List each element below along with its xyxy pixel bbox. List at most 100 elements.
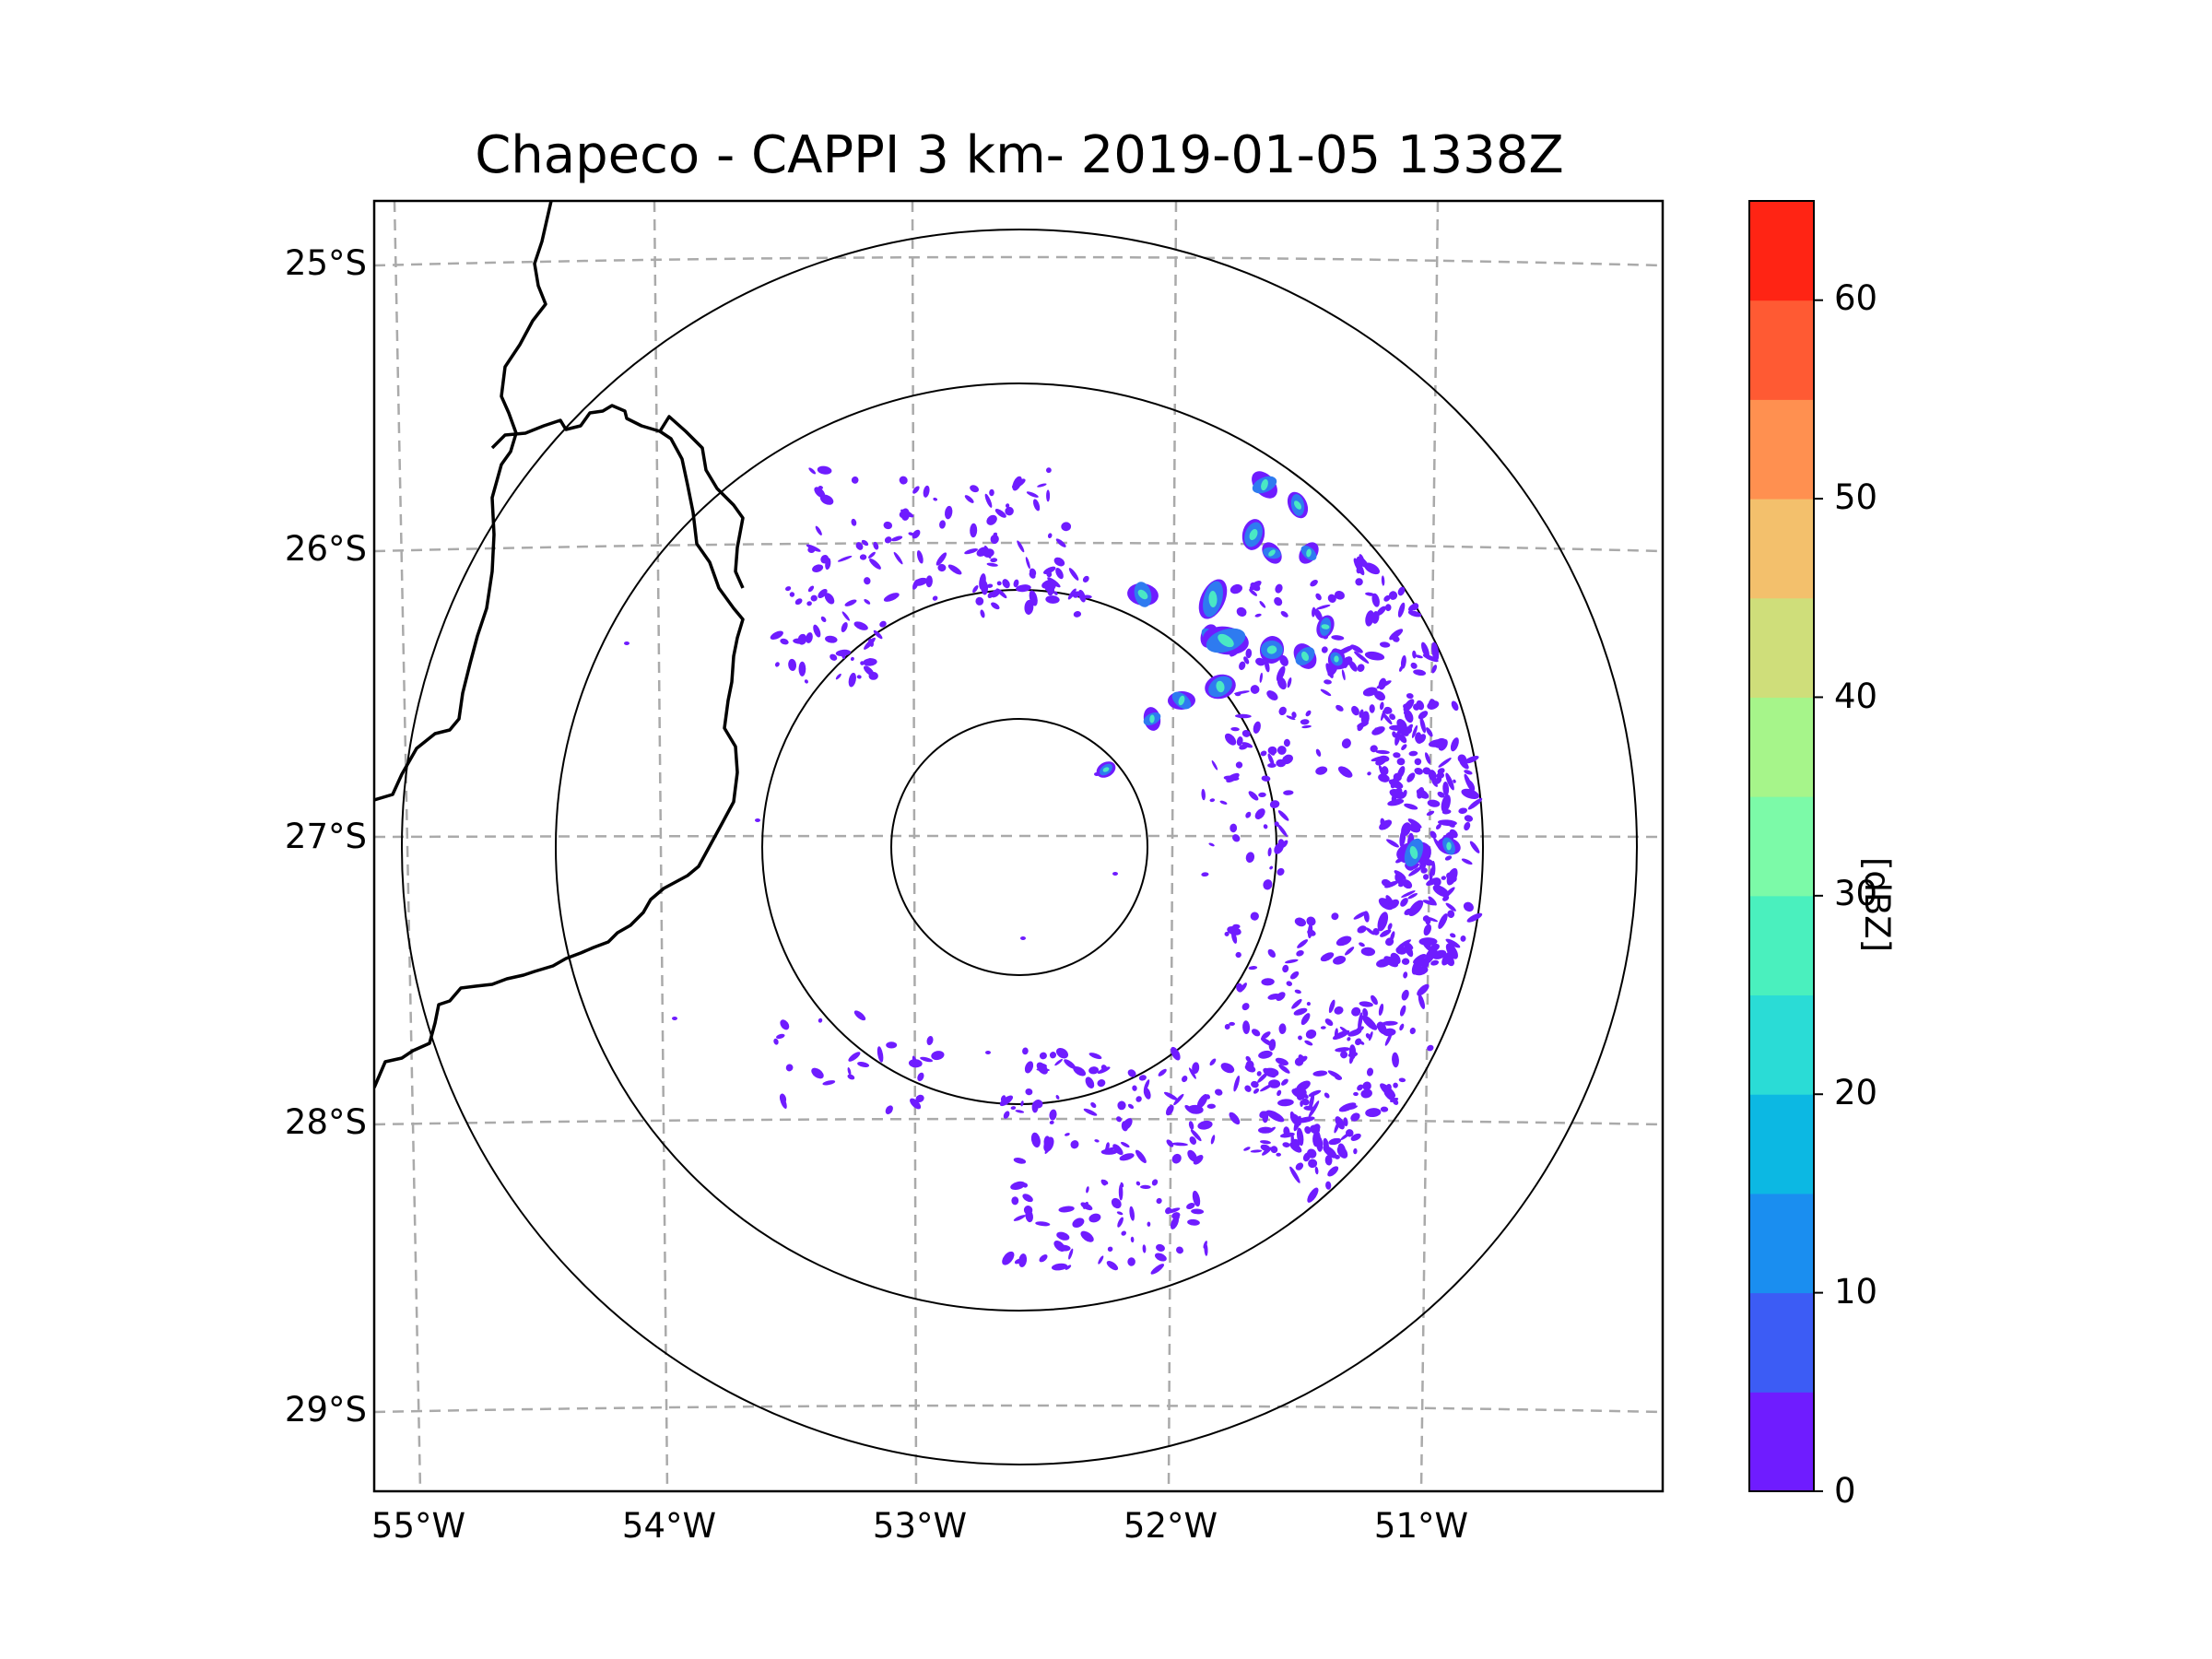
radar-echo — [1335, 1116, 1345, 1130]
radar-echo — [1192, 1062, 1200, 1075]
radar-echo — [1037, 483, 1047, 488]
radar-echo — [1384, 604, 1392, 612]
radar-echo — [1047, 533, 1053, 539]
radar-echo — [1282, 1142, 1290, 1147]
radar-echo — [1424, 947, 1437, 964]
radar-echo — [1270, 751, 1276, 756]
radar-echo — [788, 658, 797, 671]
radar-echo — [1232, 924, 1241, 929]
radar-echo — [1320, 688, 1332, 697]
radar-echo — [1362, 1081, 1371, 1091]
radar-echo — [1384, 1033, 1393, 1046]
radar-echo — [1043, 1136, 1054, 1152]
radar-echo — [1403, 971, 1408, 979]
radar-echo — [1117, 1100, 1126, 1111]
radar-echo — [1419, 717, 1427, 734]
radar-echo — [1224, 733, 1237, 746]
radar-echo — [926, 1035, 934, 1046]
radar-echo — [1409, 1027, 1416, 1035]
radar-echo — [1258, 1126, 1273, 1134]
radar-echo — [856, 675, 862, 679]
radar-echo — [1427, 1044, 1434, 1052]
radar-echo — [1260, 1084, 1273, 1092]
radar-echo — [864, 599, 871, 605]
radar-echo — [1406, 772, 1416, 782]
meridian-52w — [1167, 201, 1178, 1491]
radar-echo — [1100, 1179, 1107, 1186]
radar-echo — [1245, 852, 1255, 864]
radar-echo — [1313, 1124, 1321, 1131]
radar-echo — [1241, 742, 1253, 748]
radar-echo — [1405, 941, 1414, 950]
radar-echo — [1013, 1158, 1027, 1164]
radar-echo — [1427, 799, 1441, 807]
radar-echo — [1259, 1111, 1266, 1119]
radar-echo — [1291, 712, 1297, 719]
radar-echo — [813, 624, 821, 638]
radar-echo — [1414, 767, 1423, 775]
colorbar-band — [1749, 994, 1814, 1095]
radar-echo — [1464, 770, 1473, 775]
radar-echo — [1201, 872, 1209, 877]
radar-echo — [1430, 830, 1437, 839]
radar-echo — [806, 544, 821, 552]
radar-echo — [1408, 823, 1421, 833]
radar-echo — [1086, 1186, 1089, 1194]
radar-echo — [1235, 761, 1243, 769]
radar-echo — [945, 505, 953, 520]
radar-echo — [1154, 1253, 1167, 1262]
radar-echo — [1360, 947, 1376, 957]
radar-echo — [1277, 677, 1287, 690]
radar-echo — [1230, 583, 1243, 594]
radar-echo — [868, 551, 876, 559]
radar-echo — [1186, 1203, 1195, 1209]
radar-echo — [1129, 1206, 1135, 1221]
map-frame — [372, 199, 1665, 1493]
radar-echo — [1359, 554, 1365, 567]
radar-echo — [1112, 1144, 1124, 1156]
radar-echo — [1334, 1006, 1344, 1015]
radar-echo — [1088, 1066, 1100, 1075]
radar-echo — [975, 596, 984, 606]
radar-echo — [851, 477, 859, 484]
radar-echo — [1049, 1109, 1057, 1121]
radar-echo — [1010, 1106, 1017, 1111]
radar-echo — [1334, 591, 1346, 600]
radar-echo — [847, 1074, 855, 1080]
radar-echo — [1389, 713, 1396, 721]
radar-echo — [1312, 606, 1316, 618]
border-brazil-argentina — [374, 404, 745, 1088]
radar-echo — [1411, 958, 1422, 975]
radar-echo — [1036, 1062, 1048, 1075]
radar-echo — [1315, 593, 1322, 601]
radar-echo — [1418, 734, 1427, 744]
radar-echo — [1283, 738, 1290, 747]
radar-echo — [1275, 1057, 1288, 1066]
radar-echo — [1404, 943, 1414, 958]
radar-echo — [1365, 610, 1374, 627]
radar-echo — [1245, 1055, 1252, 1063]
radar-echo — [1385, 937, 1394, 947]
radar-echo — [1378, 773, 1390, 782]
radar-echo — [873, 629, 883, 640]
radar-echo — [1051, 1263, 1068, 1271]
radar-echo — [1294, 1088, 1309, 1099]
radar-echo — [1055, 568, 1064, 580]
radar-echo — [1235, 951, 1241, 959]
radar-echo — [939, 520, 946, 529]
radar-echo — [1210, 1135, 1216, 1145]
radar-echo — [1407, 610, 1422, 618]
radar-echo — [1253, 1088, 1260, 1094]
radar-echo — [1324, 1018, 1334, 1027]
radar-echo — [1047, 585, 1055, 596]
radar-echo — [1340, 1051, 1348, 1059]
radar-echo — [1450, 933, 1456, 938]
radar-echo — [1398, 734, 1407, 744]
radar-echo — [1011, 1196, 1019, 1206]
radar-echo — [1256, 1071, 1262, 1077]
radar-echo — [1441, 794, 1451, 813]
radar-echo — [1464, 755, 1479, 764]
radar-echo — [1233, 1076, 1241, 1092]
border-argentina-paraguay — [374, 201, 553, 802]
radar-echo — [1285, 959, 1299, 964]
